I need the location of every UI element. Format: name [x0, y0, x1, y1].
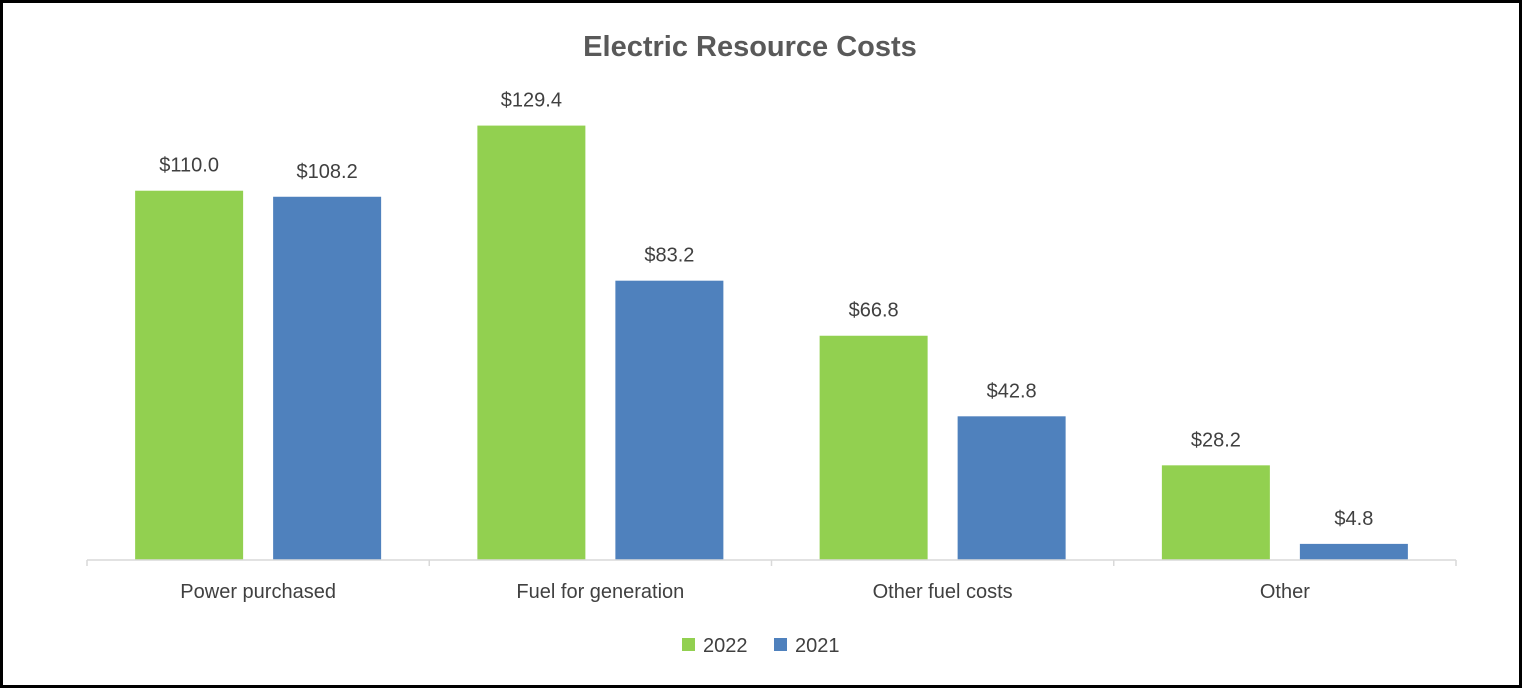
data-label-2022-3: $28.2 — [1191, 429, 1241, 451]
data-label-2021-0: $108.2 — [297, 161, 358, 183]
legend-swatch-2021 — [774, 638, 787, 651]
bars-group — [135, 125, 1408, 560]
legend-label-2022: 2022 — [703, 635, 748, 657]
bar-2022-0 — [135, 190, 244, 560]
data-label-2021-1: $83.2 — [644, 245, 694, 267]
bar-2021-0 — [273, 196, 382, 560]
data-label-2022-2: $66.8 — [849, 300, 899, 322]
category-label-3: Other — [1260, 581, 1310, 603]
category-label-0: Power purchased — [180, 581, 336, 603]
bar-2021-3 — [1299, 543, 1408, 560]
x-axis — [86, 559, 1457, 566]
chart-title: Electric Resource Costs — [583, 31, 917, 63]
bar-2021-2 — [957, 416, 1066, 560]
bar-2022-2 — [819, 335, 928, 560]
category-labels-group: Power purchased Fuel for generation Other … — [180, 581, 1310, 603]
data-label-2021-2: $42.8 — [987, 380, 1037, 402]
data-labels-group: $110.0 $108.2 $129.4 $83.2 $66.8 $42.8 $28.2 $4… — [159, 90, 1373, 530]
data-label-2021-3: $4.8 — [1334, 508, 1373, 530]
legend-swatch-2022 — [682, 638, 695, 651]
legend-label-2021: 2021 — [795, 635, 840, 657]
bar-2021-1 — [615, 280, 724, 560]
legend: 2022 2021 — [682, 635, 840, 657]
data-label-2022-0: $110.0 — [159, 155, 219, 177]
category-label-2: Other fuel costs — [873, 581, 1013, 603]
data-label-2022-1: $129.4 — [501, 90, 562, 112]
bar-2022-1 — [477, 125, 586, 560]
category-label-1: Fuel for generation — [516, 581, 684, 603]
bar-2022-3 — [1161, 465, 1270, 560]
